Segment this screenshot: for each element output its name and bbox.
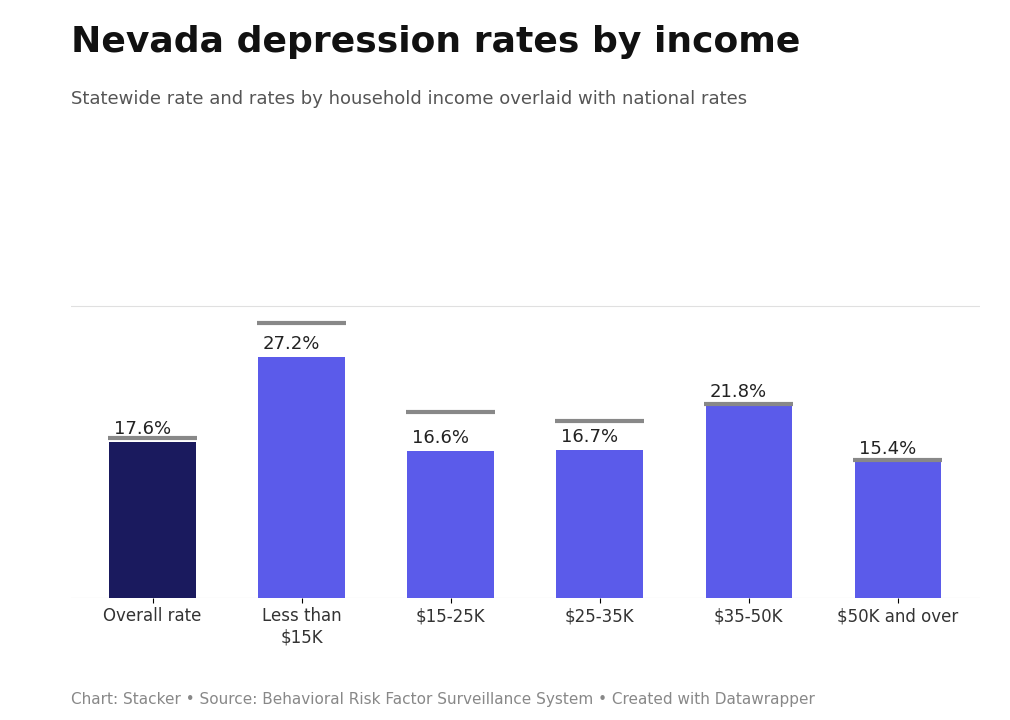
Text: 16.7%: 16.7% <box>561 428 618 446</box>
Text: 27.2%: 27.2% <box>263 336 320 354</box>
Bar <box>259 357 344 598</box>
Bar <box>407 451 494 598</box>
Text: 16.6%: 16.6% <box>412 429 469 447</box>
Bar <box>109 442 196 598</box>
Text: Chart: Stacker • Source: Behavioral Risk Factor Surveillance System • Created wi: Chart: Stacker • Source: Behavioral Risk… <box>71 692 815 707</box>
Text: 15.4%: 15.4% <box>858 440 916 458</box>
Bar <box>557 450 643 598</box>
Bar <box>706 405 792 598</box>
Text: 21.8%: 21.8% <box>710 383 767 401</box>
Text: Nevada depression rates by income: Nevada depression rates by income <box>71 25 800 59</box>
Text: Statewide rate and rates by household income overlaid with national rates: Statewide rate and rates by household in… <box>71 90 746 108</box>
Bar <box>854 462 941 598</box>
Text: 17.6%: 17.6% <box>114 420 171 438</box>
